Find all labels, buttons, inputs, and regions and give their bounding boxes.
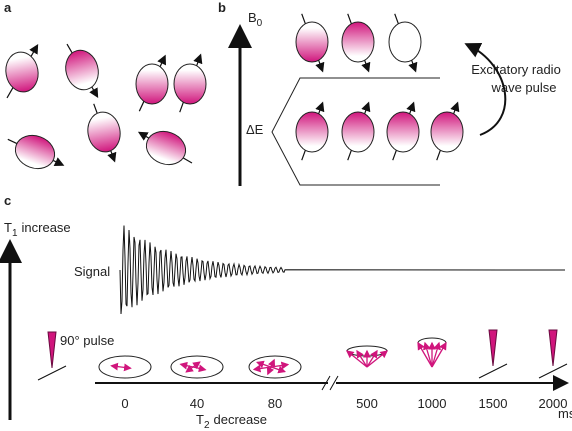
spin-vector: [345, 350, 368, 368]
spin: [386, 111, 420, 153]
spin: [295, 21, 329, 63]
time-label: 40: [190, 396, 204, 411]
magnetization-pin: [488, 329, 498, 367]
time-label: 0: [121, 396, 128, 411]
spin-vector: [110, 362, 122, 371]
time-label: 80: [268, 396, 282, 411]
level-lines: [271, 77, 440, 186]
time-label: 2000: [539, 396, 568, 411]
time-unit: ms: [558, 406, 572, 421]
pulse-label: Excitatory radio: [471, 62, 561, 77]
pulse-label: 90° pulse: [60, 333, 114, 348]
spin-vector: [417, 341, 433, 368]
axis-label: T1 increase: [4, 220, 71, 239]
ground: [478, 363, 508, 379]
spin-vector: [356, 349, 368, 368]
spin: [341, 21, 375, 63]
spin: [388, 21, 422, 63]
ground: [37, 365, 67, 381]
spin-vector: [266, 366, 275, 376]
signal-label: Signal: [74, 264, 110, 279]
spin: [87, 111, 121, 153]
spin-vector: [267, 358, 276, 368]
axis-label: T2 decrease: [196, 412, 267, 431]
spin-vector: [423, 341, 433, 368]
axis-break: [321, 375, 339, 391]
time-label: 1000: [418, 396, 447, 411]
spin: [5, 51, 39, 93]
spin-vector: [270, 361, 290, 370]
spin: [341, 111, 375, 153]
magnetization-pin: [47, 331, 57, 369]
signal-trace: [119, 225, 566, 314]
spin: [14, 134, 56, 170]
magnetization-pin: [548, 329, 558, 367]
panel-label: b: [218, 0, 226, 15]
energy-label: ΔE: [246, 122, 264, 137]
panel-label: a: [4, 0, 12, 15]
spin: [135, 63, 169, 105]
time-label: 1500: [479, 396, 508, 411]
spin-vector: [179, 361, 194, 370]
spin-vector: [366, 349, 378, 368]
spin-vector: [120, 363, 132, 372]
ground: [538, 363, 568, 379]
pulse-arrow: [464, 42, 507, 136]
spin: [430, 111, 464, 153]
spin: [173, 63, 207, 105]
dephasing-disc: [170, 355, 224, 379]
spin-vector: [431, 341, 447, 368]
spin: [295, 111, 329, 153]
spin: [65, 49, 99, 91]
pulse-label: wave pulse: [490, 80, 556, 95]
spin-vector: [192, 361, 201, 370]
spin-vector: [431, 341, 441, 368]
panel-label: c: [4, 193, 11, 208]
time-label: 500: [356, 396, 378, 411]
axis-label: B0: [248, 10, 263, 29]
spin: [145, 130, 187, 166]
spin-vector: [185, 364, 194, 373]
spin-vector: [366, 350, 389, 368]
